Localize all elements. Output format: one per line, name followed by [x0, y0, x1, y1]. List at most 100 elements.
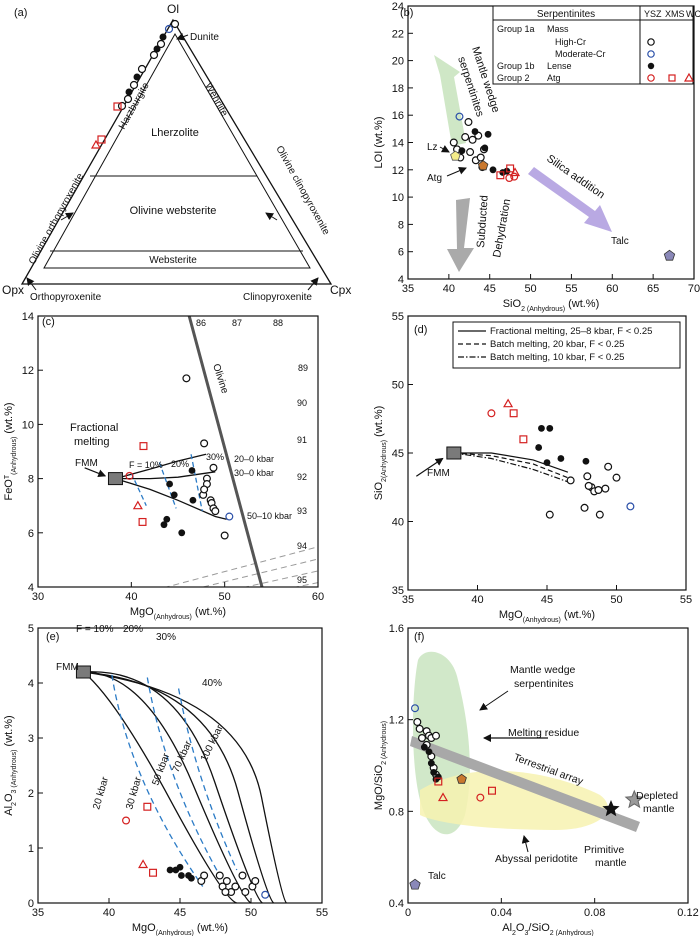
point-high-cr — [117, 101, 127, 111]
point-atg-ysz — [505, 173, 514, 182]
x-tick-label: 35 — [402, 283, 414, 295]
y-tick-label: 1.2 — [389, 715, 404, 727]
point-high-cr — [123, 94, 133, 104]
mantle-wedge-arrow — [434, 55, 466, 146]
abyssal-arrow — [521, 835, 530, 853]
point-lense — [125, 88, 133, 96]
x-tick-label: 50 — [219, 591, 231, 603]
mg-number-label: 87 — [232, 318, 242, 328]
melting-curve — [115, 471, 216, 480]
panel-c: (c) 86 87 88 89 90 91 92 93 94 95 30 40 50 60 4 6 8 10 12 1… — [3, 311, 324, 666]
olivine-line — [187, 315, 264, 588]
point-lense — [546, 424, 554, 432]
point-high-cr — [449, 138, 458, 147]
panel-c-plot: 86 87 88 89 90 91 92 93 94 95 30 40 50 60 4 6 8 10 12 14 MgO… — [3, 311, 324, 666]
point-lense — [484, 130, 492, 138]
point-atg-xms — [97, 135, 106, 144]
point-lense — [178, 529, 186, 537]
label-p30-c: 30% — [206, 452, 224, 462]
label-k30-c: 30–0 kbar — [234, 468, 274, 478]
fmm-marker — [107, 472, 123, 486]
legend-text-batch10: Batch melting, 10 kbar, F < 0.25 — [490, 352, 624, 363]
point-lense — [432, 775, 440, 783]
mg-number-label: 95 — [297, 575, 307, 585]
point-atg-ysz — [487, 409, 496, 418]
y-axis-label: FeOT(Anhydrous) (wt.%) — [3, 402, 18, 500]
y-tick-label: 0 — [28, 898, 34, 910]
label-dehydration: Dehydration — [491, 198, 513, 259]
point-high-cr — [418, 733, 427, 742]
legend-row2-type: High-Cr — [555, 37, 586, 47]
x-tick-label: 30 — [32, 591, 44, 603]
legend-symbol-atg-xms — [668, 74, 676, 82]
x-tick-label: 40 — [125, 591, 137, 603]
mg-number-label: 91 — [297, 435, 307, 445]
label-melting-residue: Melting residue — [508, 727, 579, 739]
legend-row5-group: Group 2 — [497, 73, 530, 83]
point-high-cr — [612, 473, 621, 482]
point-lense — [481, 144, 489, 152]
point-lense — [489, 166, 497, 174]
x-tick-label: 50 — [245, 907, 257, 919]
point-atg-xms — [149, 868, 158, 877]
point-high-cr — [415, 724, 424, 733]
legend-symbol-moderate-cr — [647, 50, 655, 58]
x-tick-label: 35 — [402, 594, 414, 606]
point-atg-ysz — [510, 172, 519, 181]
point-high-cr — [241, 887, 250, 896]
dunite-arrow — [176, 32, 189, 41]
point-lense — [153, 45, 161, 53]
y-tick-label: 18 — [392, 83, 404, 95]
x-axis-label: SiO2 (Anhydrous) (wt.%) — [503, 298, 600, 313]
legend-symbol-high-cr — [647, 38, 655, 46]
point-high-cr — [461, 133, 470, 142]
label-f10-e: F = 10% — [76, 624, 114, 635]
ternary-points — [90, 19, 180, 149]
y-tick-label: 22 — [392, 28, 404, 40]
y-tick-label: 24 — [392, 1, 404, 13]
panel-c-label: (c) — [42, 316, 55, 328]
point-atg — [477, 160, 489, 171]
fmm-arrow — [416, 457, 444, 477]
label-talc: Talc — [611, 236, 629, 247]
x-tick-label: 60 — [312, 591, 324, 603]
fmm-marker — [446, 446, 462, 460]
point-atg-ysz — [122, 816, 131, 825]
f-contour — [130, 472, 147, 506]
label-atg: Atg — [427, 173, 442, 184]
point-lense — [166, 480, 174, 488]
panel-d-plot: 35 40 45 50 55 35 40 45 50 55 MgO(Anhydrous) (wt.%… — [373, 311, 692, 624]
panel-d-label: (d) — [414, 324, 427, 336]
point-talc — [663, 249, 676, 261]
y-tick-label: 10 — [392, 192, 404, 204]
point-high-cr — [209, 463, 218, 472]
point-lense — [420, 743, 428, 751]
field-lherzolite: Lherzolite — [151, 127, 199, 139]
legend-row1-type: Mass — [547, 24, 569, 34]
y-tick-label: 35 — [392, 585, 404, 597]
x-tick-label: 55 — [316, 907, 328, 919]
x-axis-label: MgO(Anhydrous) (wt.%) — [132, 922, 228, 936]
point-lense — [159, 33, 167, 41]
melting-curve — [453, 452, 569, 479]
melting-curve — [115, 477, 227, 520]
y-tick-label: 20 — [392, 56, 404, 68]
x-tick-label: 70 — [688, 283, 700, 295]
field-websterite: Websterite — [149, 255, 197, 266]
mg-contour — [38, 637, 318, 666]
point-primitive-mantle — [602, 800, 620, 817]
x-tick-label: 50 — [524, 283, 536, 295]
point-lense — [163, 515, 171, 523]
point-high-cr — [595, 510, 604, 519]
field-ol-websterite: Olivine websterite — [130, 205, 217, 217]
label-p40-e: 40% — [202, 678, 222, 689]
point-high-cr — [594, 485, 603, 494]
ternary-outer-triangle — [20, 18, 333, 285]
label-k70-e: 70 kbar — [171, 739, 195, 775]
legend-text-batch20: Batch melting, 20 kbar, F < 0.25 — [490, 339, 624, 350]
label-fmm-d: FMM — [427, 468, 450, 479]
label-k50-c: 50–10 kbar — [247, 511, 292, 521]
x-tick-label: 60 — [606, 283, 618, 295]
point-high-cr — [222, 876, 231, 885]
